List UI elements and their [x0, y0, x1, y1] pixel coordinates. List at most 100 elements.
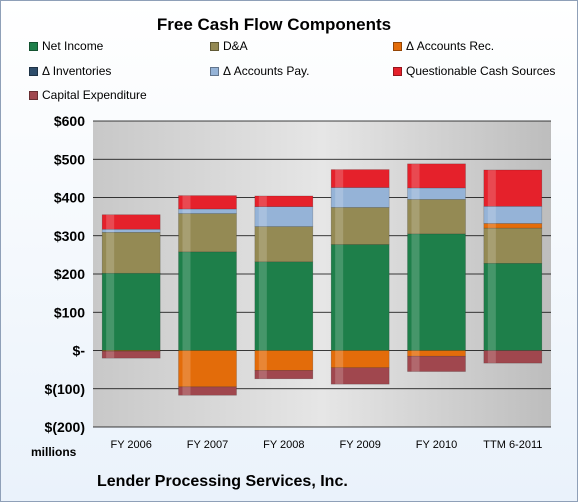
y-axis-ticks: $600 $500 $400 $300 $200 $100 $- $(100) $(200)	[45, 113, 86, 435]
x-tick-label: FY 2007	[187, 439, 228, 451]
bar-highlight	[411, 356, 420, 372]
bar-accounts-pay-fy-2007	[178, 208, 237, 214]
x-tick-label: FY 2009	[339, 439, 380, 451]
bar-questionable-cash-sources-fy-2008	[254, 195, 314, 207]
bar-highlight	[487, 228, 496, 264]
chart-title: Free Cash Flow Components	[156, 15, 392, 34]
bar-net-income-fy-2008	[254, 261, 314, 351]
legend-label-inventories: Δ Inventories	[42, 64, 112, 78]
y-tick-label: $200	[54, 266, 85, 282]
legend-label-accounts-pay: Δ Accounts Pay.	[223, 64, 310, 78]
bar-highlight	[106, 351, 115, 359]
bar-highlight	[258, 261, 267, 351]
bar-highlight	[411, 199, 420, 234]
bar-highlight	[182, 251, 191, 351]
x-tick-label: TTM 6-2011	[483, 439, 542, 451]
bars	[101, 163, 543, 396]
bar-net-income-fy-2007	[178, 251, 237, 351]
bar-highlight	[182, 350, 191, 387]
legend-item-net-income: Net Income	[29, 39, 103, 53]
bar-highlight	[106, 273, 115, 351]
bar-capital-expenditure-fy-2008	[254, 370, 314, 380]
y-tick-label: $500	[54, 151, 85, 167]
bar-highlight	[335, 350, 344, 368]
bar-highlight	[258, 370, 267, 379]
bar-questionable-cash-sources-ttm-6-2011	[483, 169, 543, 207]
bar-net-income-fy-2009	[330, 244, 390, 351]
bar-highlight	[487, 223, 496, 229]
bar-highlight	[411, 163, 420, 188]
legend-swatch-da	[210, 41, 219, 51]
bar-highlight	[258, 350, 267, 371]
legend-label-accounts-rec: Δ Accounts Rec.	[406, 39, 495, 53]
y-unit-label: millions	[31, 445, 77, 459]
legend-label-da: D&A	[223, 39, 248, 53]
bar-questionable-cash-sources-fy-2009	[330, 169, 390, 188]
y-tick-label: $(100)	[45, 381, 85, 397]
bar-highlight	[487, 169, 496, 207]
bar-highlight	[258, 206, 267, 227]
bar-highlight	[335, 244, 344, 351]
bar-capital-expenditure-fy-2009	[330, 367, 390, 385]
x-axis-ticks: FY 2006 FY 2007 FY 2008 FY 2009 FY 2010 TTM 6…	[110, 439, 542, 451]
legend-swatch-inventories	[29, 66, 38, 76]
bar-net-income-fy-2006	[101, 272, 161, 351]
bar-questionable-cash-sources-fy-2006	[101, 214, 161, 230]
bar-highlight	[258, 195, 267, 207]
legend-item-capex: Capital Expenditure	[29, 88, 147, 102]
y-tick-label: $300	[54, 228, 85, 244]
x-tick-label: FY 2010	[416, 439, 457, 451]
bar-highlight	[106, 214, 115, 230]
legend-label-capex: Capital Expenditure	[42, 88, 147, 102]
bar-capital-expenditure-fy-2006	[101, 350, 161, 359]
bar-d-a-ttm-6-2011	[483, 227, 543, 264]
legend-swatch-net-income	[29, 41, 38, 51]
bar-capital-expenditure-fy-2010	[407, 355, 466, 372]
bar-highlight	[106, 232, 115, 274]
y-tick-label: $600	[54, 113, 85, 129]
bar-highlight	[335, 169, 344, 188]
bar-highlight	[182, 195, 191, 209]
bar-highlight	[411, 233, 420, 351]
bar-accounts-rec-fy-2007	[178, 350, 237, 388]
bar-highlight	[335, 367, 344, 385]
bar-highlight	[182, 386, 191, 396]
x-tick-label: FY 2008	[263, 439, 304, 451]
bar-highlight	[106, 229, 115, 233]
legend-swatch-capex	[29, 90, 38, 100]
bar-d-a-fy-2010	[407, 199, 466, 235]
bar-highlight	[182, 213, 191, 252]
legend-item-inventories: Δ Inventories	[29, 64, 111, 78]
legend-item-accounts-rec: Δ Accounts Rec.	[393, 39, 494, 53]
bar-highlight	[335, 207, 344, 245]
legend-item-questionable-cash: Questionable Cash Sources	[393, 64, 555, 78]
bar-questionable-cash-sources-fy-2010	[407, 163, 466, 189]
bar-highlight	[182, 208, 191, 214]
bar-highlight	[487, 350, 496, 364]
y-tick-label: $100	[54, 304, 85, 320]
legend-item-accounts-pay: Δ Accounts Pay.	[210, 64, 310, 78]
legend-label-questionable-cash: Questionable Cash Sources	[406, 64, 556, 78]
legend-label-net-income: Net Income	[42, 39, 104, 53]
bar-d-a-fy-2006	[101, 232, 161, 274]
x-tick-label: FY 2006	[110, 439, 151, 451]
company-name: Lender Processing Services, Inc.	[97, 473, 348, 490]
y-tick-label: $400	[54, 190, 85, 206]
legend-swatch-accounts-pay	[210, 66, 219, 76]
bar-highlight	[487, 263, 496, 351]
bar-highlight	[335, 187, 344, 208]
y-tick-label: $(200)	[45, 419, 85, 435]
bar-d-a-fy-2008	[254, 226, 314, 263]
y-tick-label: $-	[73, 343, 86, 359]
bar-highlight	[258, 226, 267, 262]
bar-capital-expenditure-fy-2007	[178, 386, 237, 396]
bar-capital-expenditure-ttm-6-2011	[483, 350, 543, 364]
bar-highlight	[411, 350, 420, 357]
legend-swatch-accounts-rec	[393, 41, 402, 51]
gridlines	[93, 120, 551, 428]
bar-highlight	[487, 206, 496, 224]
legend-item-da: D&A	[210, 39, 248, 53]
bar-d-a-fy-2009	[330, 207, 390, 245]
